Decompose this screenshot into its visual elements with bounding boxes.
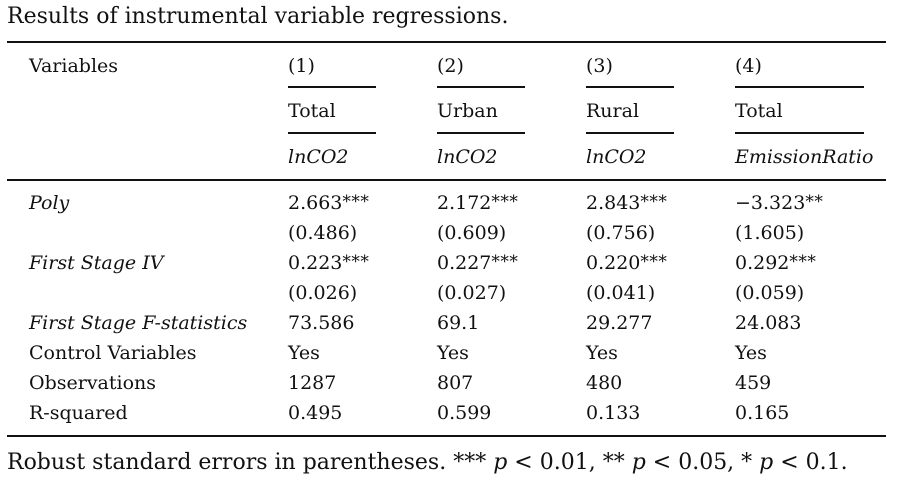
- column-subrule: [437, 86, 525, 88]
- column-dependent-2: lnCO2: [437, 146, 498, 168]
- column-sample-3: Rural: [586, 100, 640, 122]
- se-cell: (1.605): [735, 222, 805, 244]
- column-number-1: (1): [288, 55, 315, 77]
- value-cell: 69.1: [437, 312, 480, 334]
- se-cell: (0.609): [437, 222, 507, 244]
- se-cell: (0.026): [288, 282, 358, 304]
- value-cell: 73.586: [288, 312, 355, 334]
- value-cell: 24.083: [735, 312, 802, 334]
- column-subrule: [586, 86, 674, 88]
- column-number-2: (2): [437, 55, 464, 77]
- column-subrule: [735, 86, 864, 88]
- se-cell: (0.059): [735, 282, 805, 304]
- row-label-first-stage-iv: First Stage IV: [29, 252, 164, 274]
- value-cell: 0.599: [437, 402, 492, 424]
- column-subrule: [586, 132, 674, 134]
- column-dependent-4: EmissionRatio: [735, 146, 874, 168]
- variables-header: Variables: [29, 55, 119, 77]
- se-cell: (0.041): [586, 282, 656, 304]
- se-cell: (0.486): [288, 222, 358, 244]
- value-cell: 29.277: [586, 312, 653, 334]
- table-note: Robust standard errors in parentheses. *…: [7, 450, 848, 475]
- bottom-rule: [7, 435, 886, 437]
- table-caption: Results of instrumental variable regress…: [7, 4, 509, 29]
- column-number-4: (4): [735, 55, 762, 77]
- column-subrule: [437, 132, 525, 134]
- coef-cell: 0.227***: [437, 252, 519, 274]
- column-subrule: [288, 86, 376, 88]
- row-label-poly: Poly: [29, 192, 70, 214]
- row-label-observations: Observations: [29, 372, 157, 394]
- column-dependent-1: lnCO2: [288, 146, 349, 168]
- column-subrule: [735, 132, 864, 134]
- se-cell: (0.027): [437, 282, 507, 304]
- coef-cell: 2.663***: [288, 192, 370, 214]
- mid-rule: [7, 179, 886, 181]
- row-label-controls: Control Variables: [29, 342, 197, 364]
- coef-cell: −3.323**: [735, 192, 824, 214]
- coef-cell: 2.172***: [437, 192, 519, 214]
- value-cell: 1287: [288, 372, 337, 394]
- column-subrule: [288, 132, 376, 134]
- coef-cell: 0.292***: [735, 252, 817, 274]
- column-sample-4: Total: [735, 100, 783, 122]
- column-sample-1: Total: [288, 100, 336, 122]
- coef-cell: 2.843***: [586, 192, 668, 214]
- column-sample-2: Urban: [437, 100, 498, 122]
- row-label-f-stat: First Stage F-statistics: [29, 312, 248, 334]
- column-dependent-3: lnCO2: [586, 146, 647, 168]
- value-cell: 807: [437, 372, 474, 394]
- column-number-3: (3): [586, 55, 613, 77]
- top-rule: [7, 41, 886, 43]
- value-cell: Yes: [288, 342, 320, 364]
- value-cell: 459: [735, 372, 772, 394]
- value-cell: 480: [586, 372, 623, 394]
- value-cell: Yes: [586, 342, 618, 364]
- value-cell: 0.133: [586, 402, 641, 424]
- value-cell: 0.165: [735, 402, 790, 424]
- value-cell: Yes: [437, 342, 469, 364]
- se-cell: (0.756): [586, 222, 656, 244]
- coef-cell: 0.220***: [586, 252, 668, 274]
- value-cell: Yes: [735, 342, 767, 364]
- value-cell: 0.495: [288, 402, 343, 424]
- coef-cell: 0.223***: [288, 252, 370, 274]
- row-label-r-squared: R-squared: [29, 402, 128, 424]
